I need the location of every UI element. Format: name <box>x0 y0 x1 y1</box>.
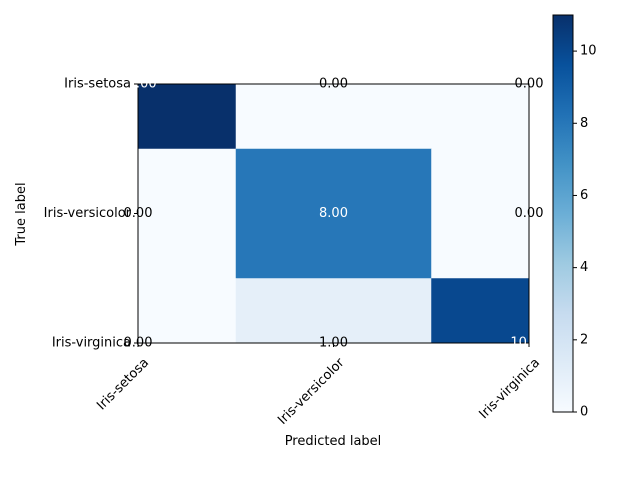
heatmap-cell <box>138 278 237 343</box>
colorbar-tick-label: 6 <box>580 188 588 203</box>
heatmap-cell <box>235 278 432 343</box>
colorbar-tick-label: 4 <box>580 260 588 275</box>
y-tick-label: Iris-setosa <box>64 77 131 92</box>
y-axis-label: True label <box>14 182 29 246</box>
x-axis-ticks: Iris-setosa Iris-versicolor Iris-virginica <box>94 343 543 428</box>
heatmap-cell <box>138 84 237 150</box>
colorbar <box>552 14 574 413</box>
y-axis-ticks: Iris-setosa Iris-versicolor Iris-virginica <box>44 77 138 351</box>
heatmap-cell <box>235 148 432 279</box>
heatmap-cell <box>235 84 432 150</box>
colorbar-tick-label: 0 <box>580 405 588 420</box>
heatmap-cells <box>138 84 529 343</box>
colorbar-tick-label: 2 <box>580 332 588 347</box>
heatmap-cell <box>431 148 529 279</box>
cell-label: 0.00 <box>319 77 348 92</box>
colorbar-tick-label: 10 <box>580 44 597 59</box>
x-tick-label: Iris-versicolor <box>275 355 348 428</box>
cell-label: 0.00 <box>515 77 544 92</box>
cell-label: 0.00 <box>515 206 544 221</box>
cell-label: 8.00 <box>319 206 348 221</box>
heatmap-cell <box>431 84 529 150</box>
x-tick-label: Iris-setosa <box>94 355 152 413</box>
y-tick-label: Iris-virginica <box>52 336 131 351</box>
x-tick-label: Iris-virginica <box>476 355 543 422</box>
heatmap-cell <box>138 148 237 279</box>
colorbar-ticks: 0 2 4 6 8 10 <box>573 44 597 420</box>
heatmap-cell <box>431 278 529 343</box>
y-tick-label: Iris-versicolor <box>44 206 132 221</box>
x-axis-label: Predicted label <box>285 434 382 449</box>
colorbar-tick-label: 8 <box>580 116 588 131</box>
